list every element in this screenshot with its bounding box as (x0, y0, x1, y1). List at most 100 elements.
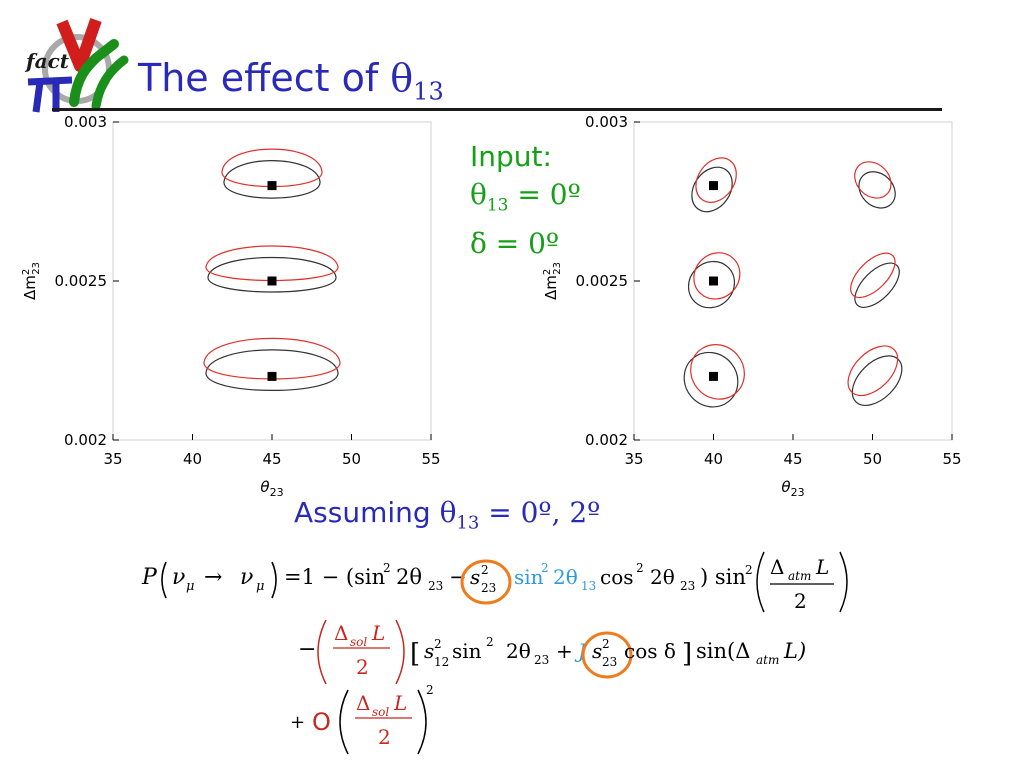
x-axis-label: θ23 (260, 478, 283, 499)
contour-group (683, 157, 903, 408)
logo-text: fact (24, 49, 70, 73)
assuming-values: = 0º, 2º (479, 496, 601, 529)
svg-text:J: J (574, 639, 587, 663)
true-value-marker (709, 276, 718, 286)
eq-blue-sin: sin (514, 565, 544, 589)
assumption-text: Assuming θ13 = 0º, 2º (294, 496, 600, 534)
contour-theta13-2 (693, 252, 741, 300)
svg-text:Δ: Δ (770, 555, 784, 579)
true-value-marker (709, 371, 718, 381)
svg-text:23: 23 (428, 579, 443, 593)
highlight-circle (581, 631, 633, 679)
slide-title: The effect of θ13 (138, 56, 444, 106)
x-tick-label: 45 (783, 450, 802, 468)
contour-group (203, 148, 341, 391)
eq-cos: cos (600, 565, 634, 589)
svg-text:ν: ν (172, 565, 185, 590)
assuming-subscript: 13 (456, 512, 480, 534)
x-tick-label: 50 (863, 450, 882, 468)
y-axis-label: Δm223 (21, 262, 42, 300)
x-tick-label: 40 (183, 450, 202, 468)
contour-theta13-2 (221, 148, 323, 188)
svg-text:O: O (312, 708, 331, 736)
y-tick-label: 0.002 (64, 431, 107, 449)
svg-text:atm: atm (788, 569, 811, 583)
svg-text:atm: atm (756, 653, 779, 667)
assuming-prefix: Assuming (294, 496, 440, 529)
svg-text:L: L (815, 555, 829, 579)
svg-text:23: 23 (534, 653, 549, 667)
svg-text:2θ: 2θ (506, 639, 531, 663)
svg-text:2: 2 (794, 589, 807, 613)
true-value-marker (267, 371, 277, 381)
title-subscript: 13 (413, 77, 444, 106)
x-axis-label: θ23 (781, 478, 804, 499)
y-tick-label: 0.0025 (55, 272, 108, 290)
svg-text:μ: μ (186, 579, 194, 594)
y-tick-label: 0.002 (585, 431, 628, 449)
contour-theta13-2 (850, 252, 896, 299)
svg-text:13: 13 (581, 579, 596, 593)
svg-text:2: 2 (378, 725, 391, 749)
eq-term1: 2θ (396, 565, 422, 589)
contour-theta13-2 (847, 345, 899, 397)
title-prefix: The effect of (138, 56, 391, 100)
svg-text:[: [ (410, 639, 420, 669)
svg-text:L): L) (783, 639, 806, 663)
x-tick-label: 55 (942, 450, 961, 468)
contour-theta13-0 (207, 256, 337, 293)
svg-text:23: 23 (481, 581, 496, 595)
y-tick-label: 0.0025 (576, 272, 629, 290)
theta-symbol: θ (470, 178, 487, 211)
contour-theta13-2 (854, 161, 892, 199)
svg-text:cos δ: cos δ (624, 639, 676, 663)
svg-text:2: 2 (486, 635, 494, 649)
svg-text:Δ: Δ (356, 691, 370, 715)
svg-text:2θ: 2θ (650, 565, 675, 589)
x-tick-label: 35 (624, 450, 643, 468)
eq-arrow: → (204, 565, 222, 590)
svg-text:ν: ν (240, 565, 253, 590)
svg-text:s: s (424, 639, 434, 663)
x-tick-label: 55 (421, 450, 440, 468)
contour-theta13-2 (690, 344, 745, 400)
input-delta: δ = 0º (470, 226, 560, 260)
svg-text:+: + (290, 712, 305, 733)
svg-text:2: 2 (636, 561, 644, 575)
x-tick-label: 35 (103, 450, 122, 468)
y-axis-label: Δm223 (542, 262, 563, 300)
assuming-symbol: θ (439, 496, 457, 529)
x-tick-label: 50 (342, 450, 361, 468)
svg-text:s: s (592, 639, 602, 663)
contour-theta13-0 (223, 160, 321, 199)
svg-text:2: 2 (426, 683, 434, 697)
svg-text:2: 2 (602, 637, 610, 651)
svg-text:2θ: 2θ (553, 565, 578, 589)
svg-text:2: 2 (481, 563, 489, 577)
svg-text:L: L (371, 621, 385, 645)
theta-value: = 0º (508, 178, 581, 211)
factory-logo: fact (22, 14, 134, 114)
eq-p: P (141, 565, 158, 590)
svg-text:−: − (298, 637, 316, 662)
svg-text:23: 23 (680, 579, 695, 593)
true-value-marker (267, 181, 277, 191)
contour-theta13-0 (858, 171, 896, 209)
y-tick-label: 0.003 (585, 113, 628, 131)
svg-text:12: 12 (434, 655, 449, 669)
svg-text:L: L (393, 691, 407, 715)
svg-text:2: 2 (434, 637, 442, 651)
true-value-marker (709, 181, 718, 191)
svg-text:sol: sol (350, 635, 367, 649)
input-theta13: θ13 = 0º (470, 176, 581, 225)
svg-text:2: 2 (541, 561, 549, 575)
svg-text:sin(Δ: sin(Δ (696, 639, 750, 663)
svg-text:2: 2 (383, 561, 391, 575)
svg-text:sol: sol (372, 705, 389, 719)
eq-sin2: ) sin (700, 565, 746, 589)
svg-text:+: + (556, 639, 573, 663)
contour-theta13-0 (851, 355, 903, 406)
